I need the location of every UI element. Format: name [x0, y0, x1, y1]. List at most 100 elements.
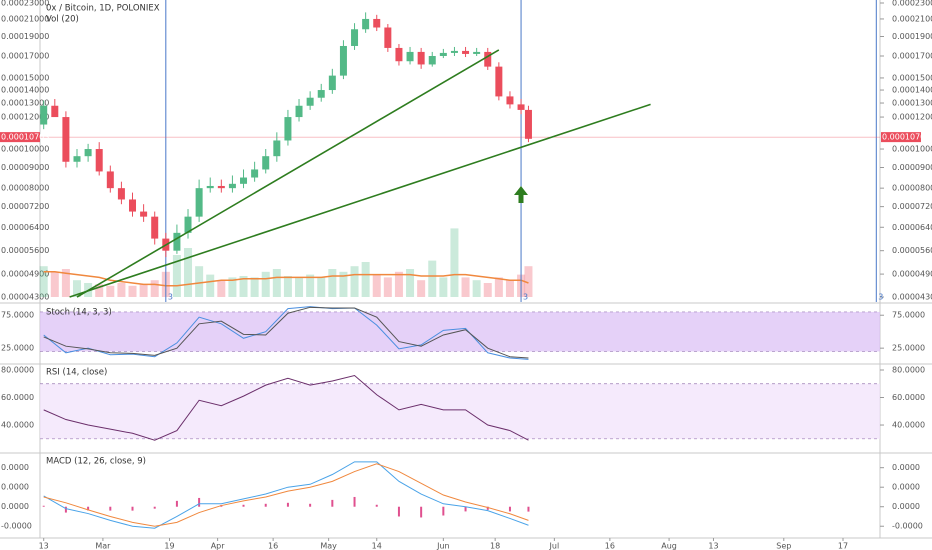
histogram-bar [442, 506, 445, 516]
candle-body [439, 52, 447, 56]
candle-body [251, 169, 259, 178]
volume-ma [43, 271, 529, 287]
y-tick-label-left: 60.0000 [1, 393, 34, 402]
candle-body [51, 105, 59, 118]
y-tick-label: 0.00021000 [892, 14, 932, 23]
candle-body [62, 117, 70, 162]
y-tick-label: 0.00004900 [892, 270, 932, 279]
candle-body [106, 171, 114, 189]
current-price-box [881, 132, 921, 143]
current-price-box-left-label: 0.00010703 [1, 133, 49, 142]
volume-bar [339, 271, 348, 297]
y-tick-label: 75.0000 [892, 311, 925, 320]
y-tick-label: 0.0000 [892, 483, 920, 492]
arrow-annotation [514, 186, 528, 203]
y-tick-label-left: 25.0000 [1, 344, 34, 353]
volume-bar [139, 284, 148, 297]
volume-bar [317, 277, 326, 297]
y-tick-label: 0.00015000 [892, 73, 932, 82]
y-tick-label-left: -0.0000 [1, 522, 32, 531]
candle-body [151, 216, 159, 239]
series-line [43, 306, 529, 360]
y-tick-label-left: 0.00006400 [1, 223, 49, 232]
volume-bar [494, 277, 503, 297]
volume-bar [150, 280, 159, 297]
candle-body [173, 232, 181, 251]
main-title: 0x / Bitcoin, 1D, POLONIEX [46, 4, 160, 14]
trendline [76, 49, 500, 298]
volume-bar [383, 277, 392, 297]
y-tick-label: 0.00005600 [892, 246, 932, 255]
y-tick-label-left: 0.0000 [1, 463, 29, 472]
x-tick-label: Apr [211, 542, 226, 550]
candle-body [339, 45, 347, 76]
volume-bar [524, 266, 533, 297]
volume-bar [483, 283, 492, 297]
volume-bar [306, 274, 315, 297]
candle-body [450, 50, 458, 53]
candle-body [506, 96, 514, 105]
histogram-bar [508, 506, 511, 512]
y-tick-label: 0.00004300 [892, 293, 932, 302]
y-tick-label-left: 0.00009000 [1, 163, 49, 172]
y-tick-label: 0.00006400 [892, 223, 932, 232]
candle-body [362, 18, 370, 30]
histogram-bar [353, 496, 356, 507]
candle-body [328, 75, 336, 91]
histogram-bar [309, 503, 312, 507]
y-tick-label-left: 0.0000 [1, 483, 29, 492]
histogram-bar [397, 506, 400, 517]
histogram-bar [486, 506, 489, 510]
candle-body [95, 149, 103, 172]
y-tick-label: 0.00023000 [892, 0, 932, 8]
y-tick-label: 0.00007200 [892, 202, 932, 211]
histogram-bar [109, 506, 112, 511]
x-tick-label: 18 [490, 542, 500, 550]
current-price-box-label: 0.00010703 [882, 133, 930, 142]
volume-bar [250, 277, 259, 297]
y-tick-label-left: 0.00013000 [1, 99, 49, 108]
histogram-bar [331, 499, 334, 507]
y-tick-label: 0.00009000 [892, 163, 932, 172]
candle-body [84, 149, 92, 157]
rsi-title: RSI (14, close) [46, 368, 107, 378]
y-tick-label-left: 0.00004900 [1, 270, 49, 279]
series-line [43, 463, 529, 527]
histogram-bar [375, 504, 378, 507]
candle-body [40, 105, 48, 125]
series-line [43, 374, 529, 441]
y-tick-label: 60.0000 [892, 393, 925, 402]
volume-bar [172, 255, 181, 297]
x-tick-label: 19 [164, 542, 174, 550]
y-tick-label: 25.0000 [892, 344, 925, 353]
y-tick-label-left: 40.0000 [1, 421, 34, 430]
band [40, 311, 880, 352]
candle-body [317, 90, 325, 98]
candle-body [484, 51, 492, 67]
x-tick-label: 16 [268, 542, 278, 550]
y-tick-label-left: 80.0000 [1, 365, 34, 374]
candle-body [129, 199, 137, 212]
candle-body [417, 51, 425, 65]
candle-body [524, 109, 532, 139]
volume-bar [461, 277, 470, 297]
y-tick-label: -0.0000 [892, 522, 923, 531]
volume-bar [61, 269, 70, 297]
volume-bar [50, 271, 59, 297]
candle-body [240, 177, 248, 184]
volume-bar [394, 271, 403, 297]
y-tick-label-left: 0.00015000 [1, 73, 49, 82]
volume-bar [406, 269, 415, 297]
volume-bar [206, 274, 215, 297]
candle-body [306, 97, 314, 106]
y-tick-label-left: 0.00019000 [1, 32, 49, 41]
y-tick-label-left: 0.00010000 [1, 145, 49, 154]
band [40, 383, 880, 439]
volume-bar [73, 280, 82, 297]
volume-bar [372, 274, 381, 297]
y-tick-label-left: 0.00014000 [1, 86, 49, 95]
y-tick-label: 80.0000 [892, 365, 925, 374]
histogram-bar [64, 506, 67, 513]
volume-bar [95, 284, 104, 297]
